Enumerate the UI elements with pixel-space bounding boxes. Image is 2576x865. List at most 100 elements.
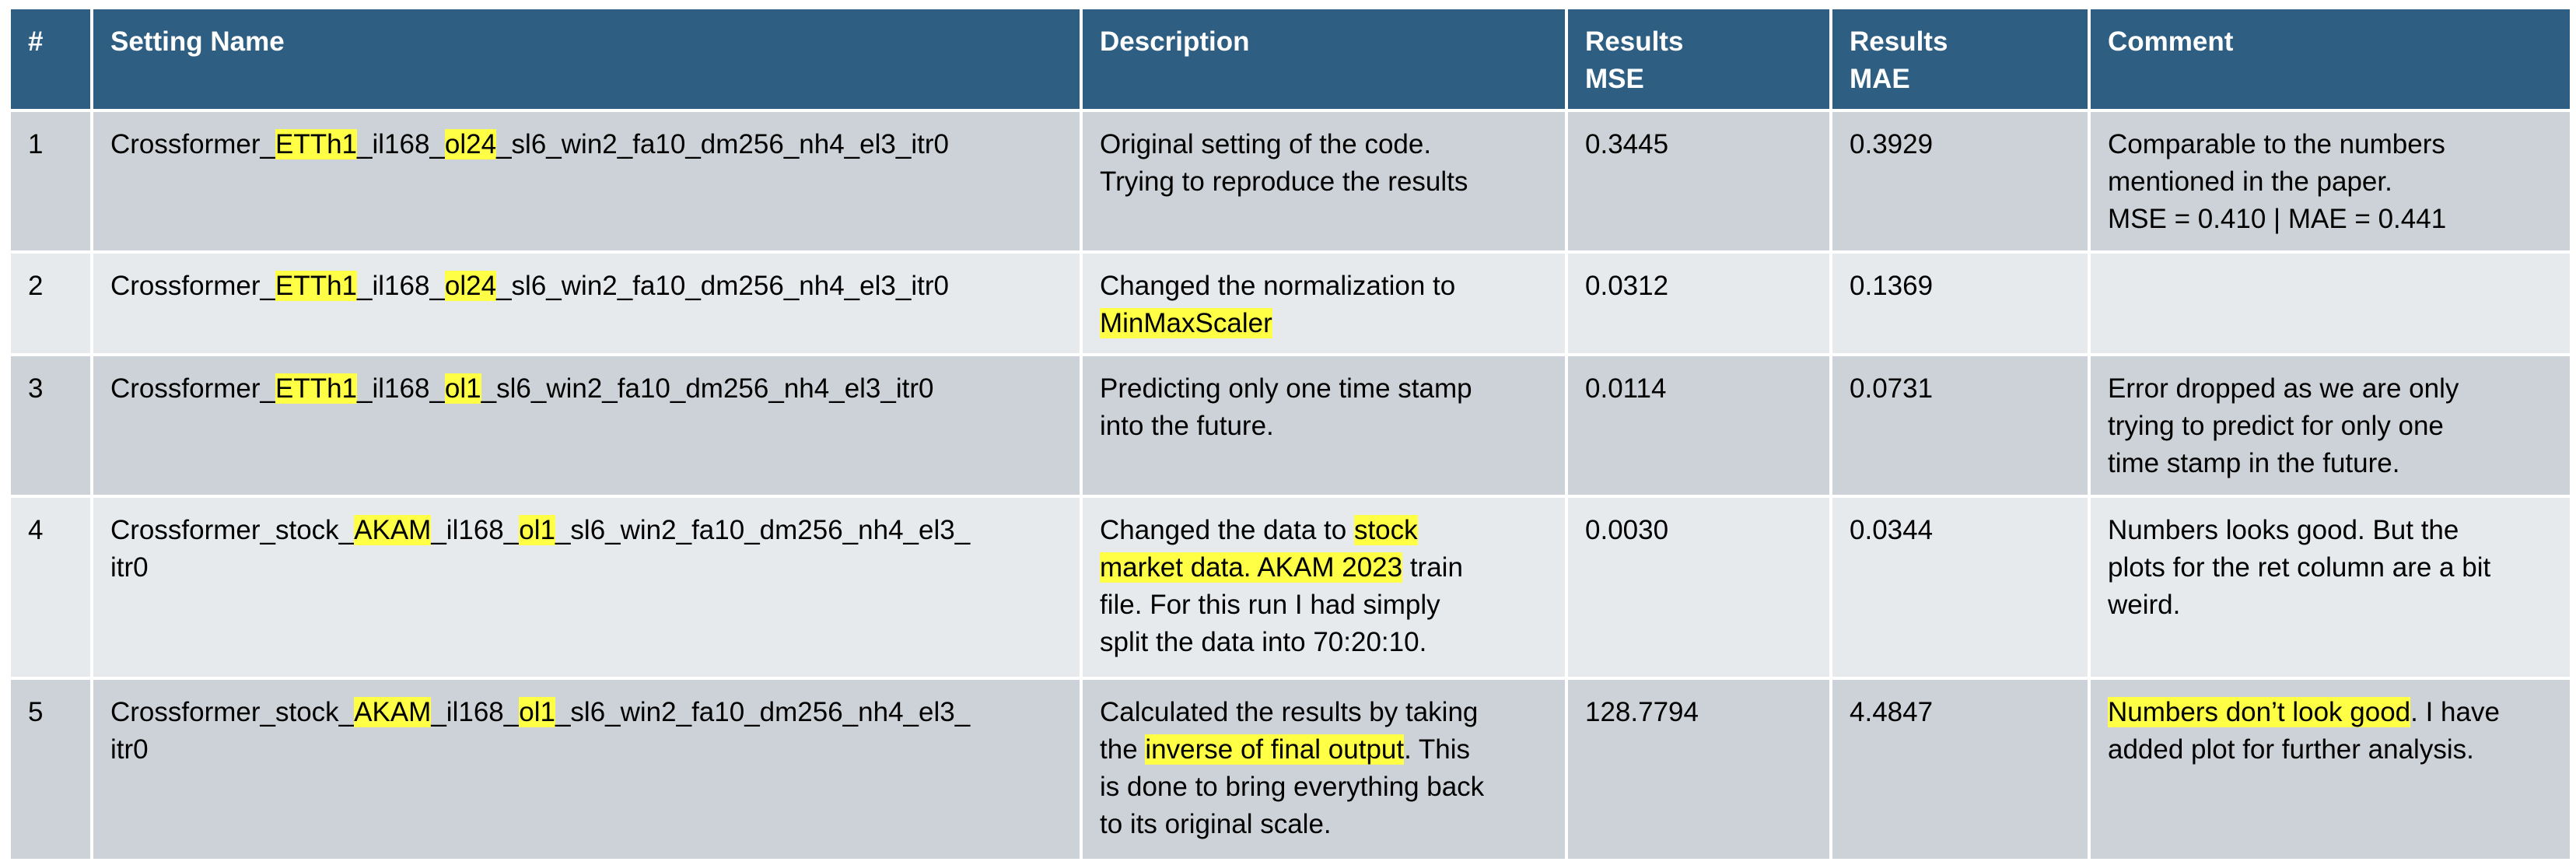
- description-highlight: stock: [1353, 515, 1418, 545]
- description-cell: Calculated the results by taking the inv…: [1080, 677, 1568, 862]
- description-line: Changed the normalization to: [1100, 271, 1456, 301]
- setting-part: Crossformer_stock_: [110, 515, 355, 545]
- header-mae-line1: Results: [1850, 26, 1948, 57]
- setting-highlight: ol1: [519, 515, 555, 545]
- description-line: Predicting only one time stamp: [1100, 373, 1472, 404]
- comment-line: mentioned in the paper.: [2108, 166, 2392, 197]
- description-highlight: market data. AKAM 2023: [1100, 552, 1403, 583]
- header-mae-line2: MAE: [1850, 64, 1910, 94]
- mae-cell: 0.0344: [1829, 495, 2091, 680]
- row-index: 2: [8, 250, 93, 356]
- row-index: 4: [8, 495, 93, 680]
- comment-text: . I have: [2410, 697, 2500, 727]
- comment-cell: Numbers don’t look good. I have added pl…: [2088, 677, 2573, 862]
- comment-line: time stamp in the future.: [2108, 448, 2400, 478]
- description-cell: Original setting of the code. Trying to …: [1080, 109, 1568, 254]
- comment-cell: Error dropped as we are only trying to p…: [2088, 353, 2573, 498]
- setting-part: _sl6_win2_fa10_dm256_nh4_el3_itr0: [481, 373, 934, 404]
- mse-cell: 128.7794: [1565, 677, 1832, 862]
- header-mse: Results MSE: [1565, 6, 1832, 112]
- table-row: 5 Crossformer_stock_AKAM_il168_ol1_sl6_w…: [8, 677, 2573, 862]
- mae-cell: 4.4847: [1829, 677, 2091, 862]
- setting-name-cell: Crossformer_ETTh1_il168_ol24_sl6_win2_fa…: [90, 109, 1083, 254]
- table-row: 4 Crossformer_stock_AKAM_il168_ol1_sl6_w…: [8, 495, 2573, 680]
- results-table: # Setting Name Description Results MSE R…: [8, 6, 2573, 862]
- header-comment: Comment: [2088, 6, 2573, 112]
- description-cell: Changed the data to stock market data. A…: [1080, 495, 1568, 680]
- header-mse-line2: MSE: [1585, 64, 1644, 94]
- comment-line: weird.: [2108, 590, 2181, 620]
- setting-highlight: ol24: [444, 271, 497, 301]
- comment-line: trying to predict for only one: [2108, 411, 2444, 441]
- setting-part: _il168_: [357, 271, 445, 301]
- setting-highlight: ol1: [444, 373, 481, 404]
- header-description: Description: [1080, 6, 1568, 112]
- row-index: 5: [8, 677, 93, 862]
- setting-part: _il168_: [431, 515, 520, 545]
- setting-part: Crossformer_: [110, 373, 275, 404]
- setting-part: _sl6_win2_fa10_dm256_nh4_el3_: [555, 515, 971, 545]
- description-highlight: inverse of final output: [1145, 734, 1405, 765]
- setting-highlight: ol24: [444, 129, 497, 159]
- table-row: 1 Crossformer_ETTh1_il168_ol24_sl6_win2_…: [8, 109, 2573, 254]
- mae-cell: 0.0731: [1829, 353, 2091, 498]
- description-cell: Predicting only one time stamp into the …: [1080, 353, 1568, 498]
- setting-part: itr0: [110, 734, 149, 765]
- setting-part: Crossformer_stock_: [110, 697, 355, 727]
- description-line: the inverse of final output. This: [1100, 731, 1548, 769]
- description-text: train: [1402, 552, 1463, 583]
- setting-highlight: ol1: [519, 697, 555, 727]
- description-text: Changed the data to: [1100, 515, 1354, 545]
- mae-cell: 0.3929: [1829, 109, 2091, 254]
- table-row: 3 Crossformer_ETTh1_il168_ol1_sl6_win2_f…: [8, 353, 2573, 498]
- description-line: split the data into 70:20:10.: [1100, 627, 1427, 657]
- comment-line: Comparable to the numbers: [2108, 129, 2445, 159]
- comment-line: Numbers don’t look good. I have: [2108, 694, 2553, 731]
- description-line: Trying to reproduce the results: [1100, 166, 1468, 197]
- setting-part: Crossformer_: [110, 129, 275, 159]
- setting-highlight: AKAM: [354, 515, 432, 545]
- setting-part: _il168_: [357, 373, 445, 404]
- header-mae: Results MAE: [1829, 6, 2091, 112]
- header-mse-line1: Results: [1585, 26, 1684, 57]
- description-line: Original setting of the code.: [1100, 129, 1432, 159]
- description-line: is done to bring everything back: [1100, 772, 1485, 802]
- mse-cell: 0.0114: [1565, 353, 1832, 498]
- mse-cell: 0.3445: [1565, 109, 1832, 254]
- comment-line: added plot for further analysis.: [2108, 734, 2474, 765]
- description-highlight: MinMaxScaler: [1100, 308, 1272, 338]
- comment-line: Error dropped as we are only: [2108, 373, 2459, 404]
- setting-name-cell: Crossformer_stock_AKAM_il168_ol1_sl6_win…: [90, 677, 1083, 862]
- header-row: # Setting Name Description Results MSE R…: [8, 6, 2573, 112]
- header-setting-name: Setting Name: [90, 6, 1083, 112]
- description-line: into the future.: [1100, 411, 1274, 441]
- description-line: Calculated the results by taking: [1100, 697, 1479, 727]
- setting-part: Crossformer_: [110, 271, 275, 301]
- comment-highlight: Numbers don’t look good: [2108, 697, 2411, 727]
- setting-part: _sl6_win2_fa10_dm256_nh4_el3_itr0: [496, 129, 949, 159]
- mse-cell: 0.0312: [1565, 250, 1832, 356]
- description-text: the: [1100, 734, 1146, 765]
- comment-line: Numbers looks good. But the: [2108, 515, 2459, 545]
- description-cell: Changed the normalization to MinMaxScale…: [1080, 250, 1568, 356]
- setting-part: _sl6_win2_fa10_dm256_nh4_el3_: [555, 697, 971, 727]
- setting-part: itr0: [110, 552, 149, 583]
- mae-cell: 0.1369: [1829, 250, 2091, 356]
- comment-cell: [2088, 250, 2573, 356]
- setting-highlight: ETTh1: [275, 271, 358, 301]
- setting-highlight: ETTh1: [275, 373, 358, 404]
- description-line: to its original scale.: [1100, 809, 1332, 839]
- description-line: file. For this run I had simply: [1100, 590, 1440, 620]
- header-index: #: [8, 6, 93, 112]
- comment-line: MSE = 0.410 | MAE = 0.441: [2108, 204, 2447, 234]
- setting-highlight: AKAM: [354, 697, 432, 727]
- comment-cell: Numbers looks good. But the plots for th…: [2088, 495, 2573, 680]
- description-line: Changed the data to stock: [1100, 512, 1548, 549]
- row-index: 3: [8, 353, 93, 498]
- description-text: . This: [1404, 734, 1471, 765]
- setting-part: _sl6_win2_fa10_dm256_nh4_el3_itr0: [496, 271, 949, 301]
- comment-line: plots for the ret column are a bit: [2108, 552, 2491, 583]
- row-index: 1: [8, 109, 93, 254]
- setting-name-cell: Crossformer_ETTh1_il168_ol1_sl6_win2_fa1…: [90, 353, 1083, 498]
- description-line: market data. AKAM 2023 train: [1100, 549, 1548, 587]
